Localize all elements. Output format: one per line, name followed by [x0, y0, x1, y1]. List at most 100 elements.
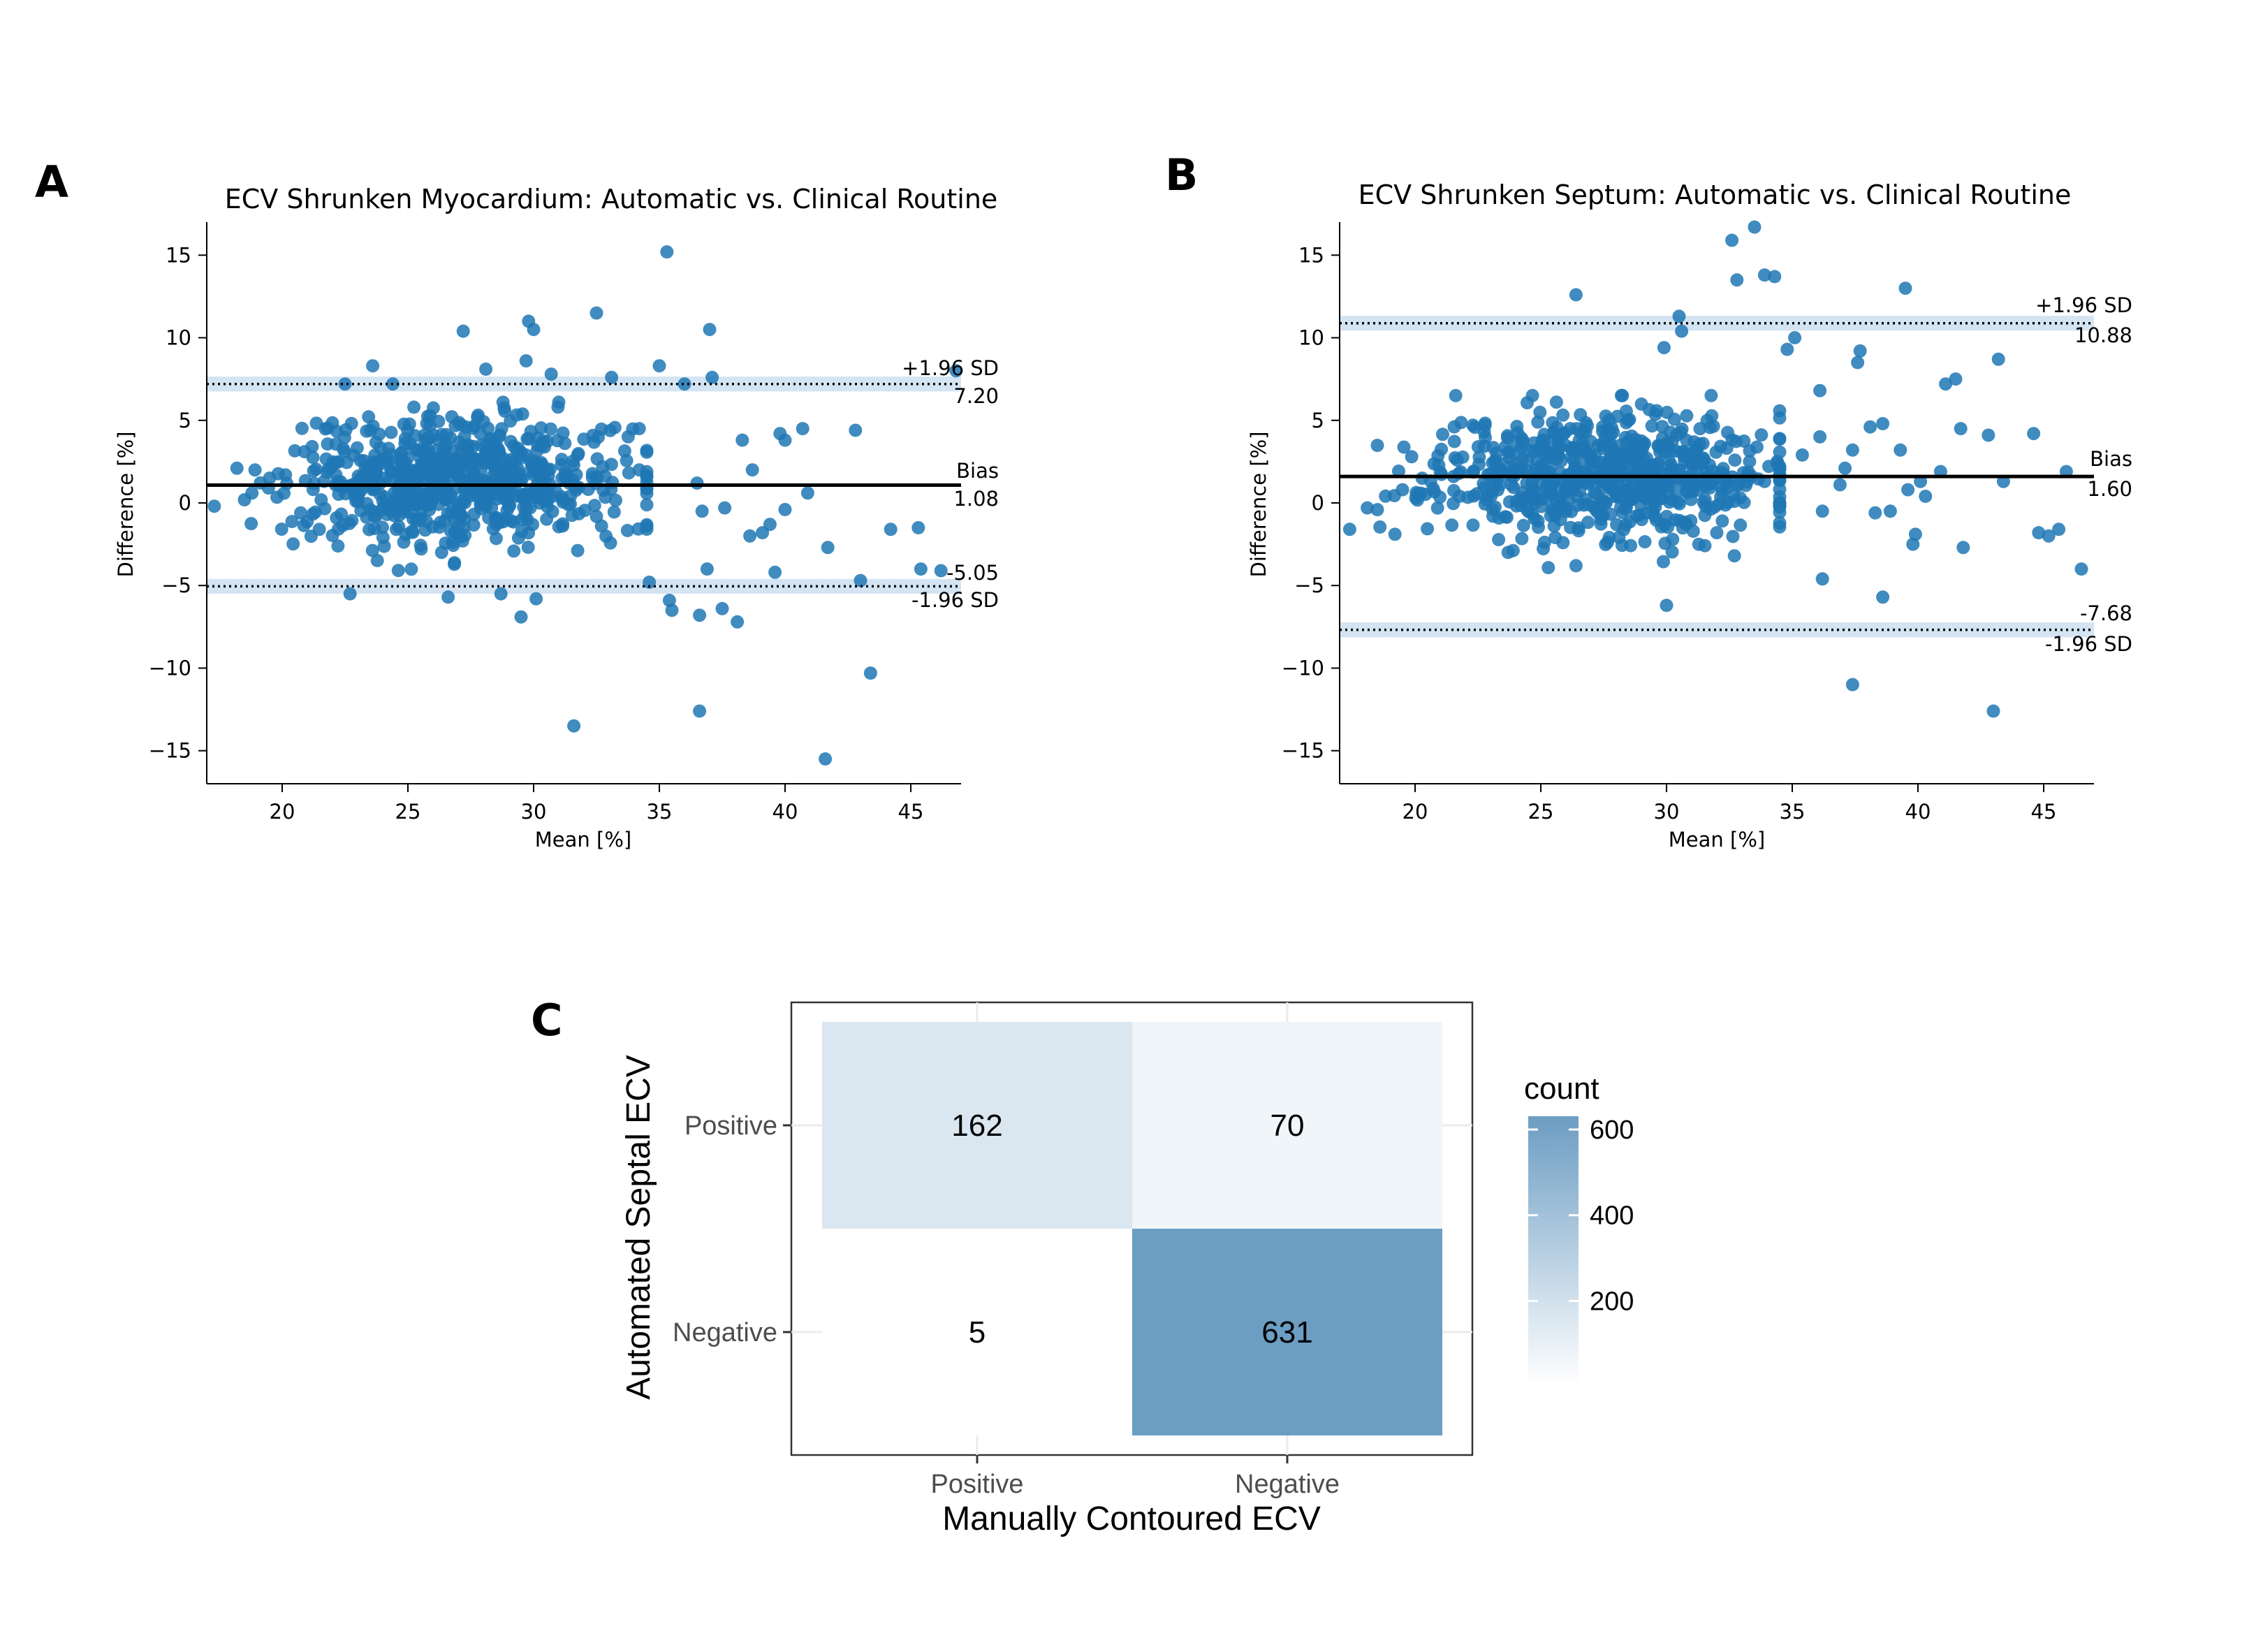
- data-point: [479, 363, 493, 376]
- data-point: [1863, 420, 1877, 434]
- data-point: [1588, 448, 1602, 462]
- data-point: [349, 495, 363, 508]
- data-point: [1705, 409, 1719, 423]
- data-point: [543, 422, 557, 436]
- data-point: [1813, 383, 1827, 397]
- data-point: [1660, 480, 1674, 494]
- y-tick-label: 5: [179, 409, 191, 432]
- y-tick-label: −15: [149, 739, 191, 763]
- heatmap-cells: 162 70 5 631: [822, 1022, 1442, 1435]
- data-point: [1589, 486, 1603, 500]
- data-point: [544, 367, 558, 381]
- data-point: [1516, 518, 1530, 532]
- data-point: [1726, 529, 1740, 543]
- data-point: [1388, 527, 1402, 541]
- y-tick-label: 5: [1312, 409, 1324, 432]
- data-point: [1549, 395, 1563, 409]
- data-point: [1483, 467, 1497, 481]
- x-tick-label: 35: [1780, 800, 1806, 824]
- reference-lines: [207, 382, 961, 588]
- data-point: [1405, 450, 1419, 464]
- lower-limit-band: [207, 578, 961, 594]
- bland-altman-plot-septum: ECV Shrunken Septum: Automatic vs. Clini…: [1247, 180, 2132, 851]
- y-tick-label: −5: [161, 573, 191, 597]
- data-point: [288, 444, 302, 458]
- data-point: [397, 535, 411, 549]
- data-point: [332, 522, 345, 536]
- data-point: [745, 463, 759, 477]
- data-point: [369, 467, 383, 481]
- data-point: [451, 499, 465, 513]
- data-point: [321, 421, 335, 435]
- y-tick-label: 15: [166, 243, 191, 267]
- data-point: [1710, 526, 1724, 540]
- panel-label-b: B: [1165, 149, 1198, 200]
- data-point: [1660, 405, 1674, 419]
- data-point: [690, 476, 704, 490]
- data-point: [621, 430, 635, 444]
- data-point: [1558, 439, 1572, 453]
- upper-limit-value: 10.88: [2074, 323, 2132, 347]
- data-point: [695, 504, 709, 518]
- y-axis-label: Difference [%]: [114, 432, 138, 578]
- data-point: [715, 601, 729, 615]
- data-point: [521, 541, 535, 554]
- data-point: [274, 522, 288, 536]
- data-point: [318, 502, 332, 516]
- data-point: [603, 536, 617, 550]
- data-point: [1548, 506, 1562, 520]
- data-point: [1838, 461, 1852, 475]
- data-point: [354, 483, 368, 497]
- data-point: [380, 455, 394, 469]
- data-point: [369, 509, 383, 523]
- data-point: [1698, 509, 1712, 522]
- data-point: [731, 615, 745, 629]
- scatter-points: [1342, 220, 2088, 718]
- lower-limit-label: -1.96 SD: [911, 588, 999, 612]
- data-point: [295, 421, 309, 435]
- data-point: [589, 306, 603, 320]
- data-point: [640, 518, 654, 532]
- data-point: [1919, 490, 1933, 503]
- y-tick-label: −10: [149, 656, 191, 680]
- data-point: [1908, 527, 1922, 541]
- data-point: [457, 520, 471, 534]
- data-point: [1662, 444, 1676, 458]
- data-point: [514, 445, 528, 459]
- data-point: [514, 473, 528, 487]
- legend-tick-label: 200: [1590, 1287, 1634, 1316]
- data-point: [410, 444, 424, 458]
- data-point: [518, 508, 532, 522]
- data-point: [1555, 427, 1569, 441]
- chart-title: ECV Shrunken Septum: Automatic vs. Clini…: [1358, 180, 2072, 210]
- data-point: [1583, 434, 1597, 448]
- data-point: [1815, 572, 1829, 586]
- data-point: [1615, 539, 1629, 553]
- data-point: [2032, 526, 2046, 540]
- y-tick-label: 0: [1312, 491, 1324, 515]
- data-point: [370, 554, 384, 567]
- data-point: [425, 520, 439, 534]
- upper-limit-label: +1.96 SD: [2035, 293, 2132, 317]
- data-point: [482, 485, 495, 499]
- data-point: [1373, 520, 1387, 534]
- data-point: [550, 434, 564, 448]
- data-point: [555, 458, 569, 472]
- data-point: [298, 445, 312, 459]
- data-point: [1370, 439, 1384, 453]
- bias-label: Bias: [956, 459, 999, 483]
- data-point: [1728, 453, 1742, 467]
- data-point: [1620, 499, 1634, 513]
- data-point: [446, 535, 460, 549]
- data-point: [519, 354, 533, 368]
- data-point: [556, 519, 570, 533]
- data-point: [321, 462, 335, 476]
- data-point: [854, 573, 867, 587]
- data-point: [914, 562, 928, 576]
- data-point: [407, 400, 421, 414]
- data-point: [1845, 678, 1859, 692]
- lower-limit-label: -1.96 SD: [2045, 632, 2132, 656]
- data-point: [441, 590, 455, 604]
- data-point: [1599, 538, 1613, 551]
